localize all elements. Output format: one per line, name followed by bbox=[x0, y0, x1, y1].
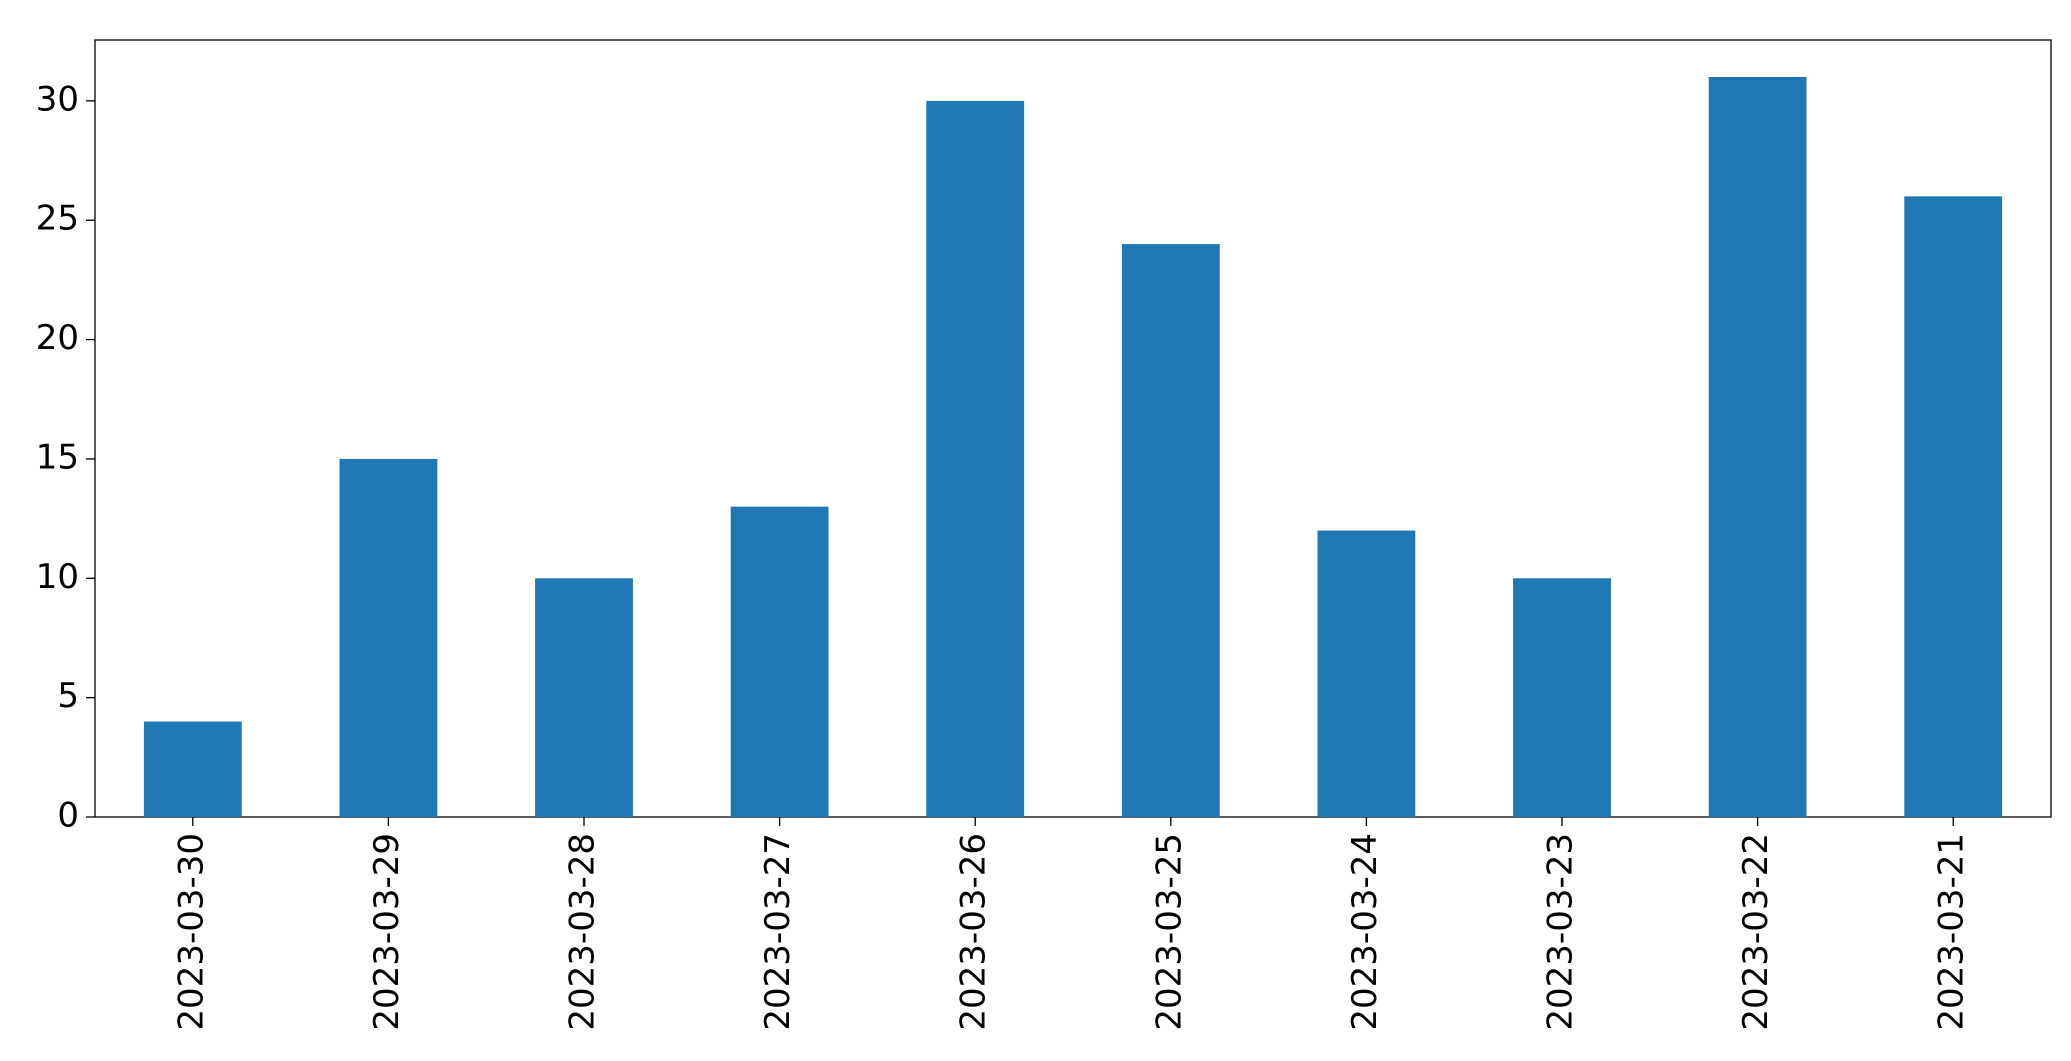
y-tick-label: 5 bbox=[57, 676, 79, 716]
x-tick-label: 2023-03-30 bbox=[171, 833, 211, 1031]
y-tick-label: 0 bbox=[57, 796, 79, 836]
bar bbox=[339, 458, 438, 817]
bar bbox=[1904, 196, 2003, 817]
x-tick-label: 2023-03-25 bbox=[1149, 833, 1189, 1031]
bar bbox=[535, 578, 633, 817]
x-tick-label: 2023-03-22 bbox=[1736, 833, 1776, 1031]
x-tick-label: 2023-03-27 bbox=[758, 833, 798, 1031]
bar bbox=[926, 100, 1025, 817]
x-tick-label: 2023-03-23 bbox=[1541, 833, 1581, 1031]
bar bbox=[143, 721, 242, 817]
bar bbox=[1708, 77, 1807, 817]
y-tick-label: 20 bbox=[36, 318, 79, 358]
x-tick-label: 2023-03-26 bbox=[954, 833, 994, 1031]
x-tick-label: 2023-03-24 bbox=[1345, 833, 1385, 1031]
bar bbox=[730, 506, 829, 817]
y-tick-label: 10 bbox=[36, 557, 79, 597]
x-tick-label: 2023-03-29 bbox=[367, 833, 407, 1031]
plot-frame bbox=[94, 39, 2052, 818]
x-tick-label: 2023-03-21 bbox=[1932, 833, 1972, 1031]
y-tick-label: 25 bbox=[36, 199, 79, 239]
y-tick-label: 15 bbox=[36, 437, 79, 477]
bar bbox=[1513, 578, 1611, 817]
y-tick-label: 30 bbox=[36, 79, 79, 119]
bar bbox=[1317, 530, 1416, 817]
bar bbox=[1121, 244, 1220, 817]
x-tick-label: 2023-03-28 bbox=[563, 833, 603, 1031]
